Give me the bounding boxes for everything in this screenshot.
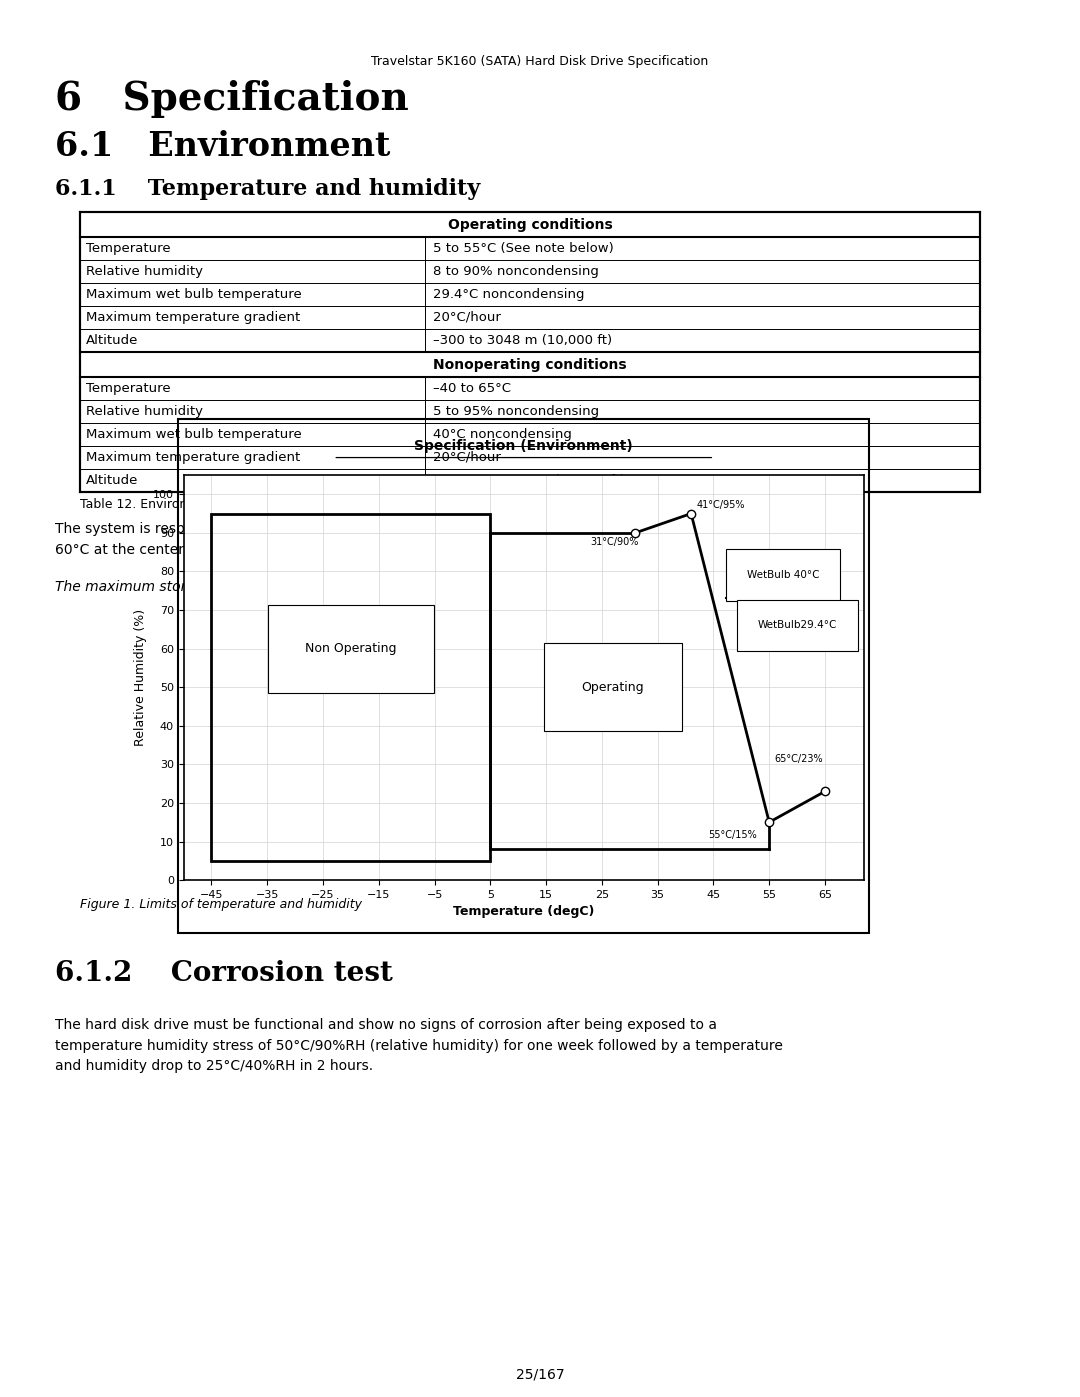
Text: Table 12. Environmental condition: Table 12. Environmental condition (80, 497, 293, 511)
Text: Altitude: Altitude (86, 334, 138, 346)
Text: 5 to 55°C (See note below): 5 to 55°C (See note below) (433, 242, 613, 256)
Text: 8 to 90% noncondensing: 8 to 90% noncondensing (433, 265, 599, 278)
Text: 41°C/95%: 41°C/95% (697, 500, 745, 510)
Text: Maximum temperature gradient: Maximum temperature gradient (86, 451, 300, 464)
Text: 6.1.2    Corrosion test: 6.1.2 Corrosion test (55, 960, 393, 988)
Bar (212, 514, 490, 861)
Text: Operating: Operating (582, 680, 645, 694)
Text: 6.1.1    Temperature and humidity: 6.1.1 Temperature and humidity (55, 177, 481, 200)
Text: 25/167: 25/167 (515, 1368, 565, 1382)
Text: Maximum temperature gradient: Maximum temperature gradient (86, 312, 300, 324)
X-axis label: Temperature (degC): Temperature (degC) (454, 905, 594, 918)
Text: Nonoperating conditions: Nonoperating conditions (433, 358, 626, 372)
Text: WetBulb29.4°C: WetBulb29.4°C (751, 620, 837, 647)
Text: Temperature: Temperature (86, 381, 171, 395)
Text: Relative humidity: Relative humidity (86, 405, 203, 418)
Text: –300 to 12,192 m (40,000 ft): –300 to 12,192 m (40,000 ft) (433, 474, 625, 488)
Text: The hard disk drive must be functional and show no signs of corrosion after bein: The hard disk drive must be functional a… (55, 1018, 783, 1073)
Text: Relative humidity: Relative humidity (86, 265, 203, 278)
Text: 5 to 95% noncondensing: 5 to 95% noncondensing (433, 405, 599, 418)
Text: Temperature: Temperature (86, 242, 171, 256)
Text: Non Operating: Non Operating (306, 643, 396, 655)
Y-axis label: Relative Humidity (%): Relative Humidity (%) (134, 609, 147, 746)
Text: The system is responsible for providing sufficient air movement to maintain surf: The system is responsible for providing … (55, 522, 783, 556)
Text: 65°C/23%: 65°C/23% (774, 754, 823, 764)
Text: Maximum wet bulb temperature: Maximum wet bulb temperature (86, 427, 301, 441)
Text: Travelstar 5K160 (SATA) Hard Disk Drive Specification: Travelstar 5K160 (SATA) Hard Disk Drive … (372, 54, 708, 68)
Bar (80, 212, 980, 492)
Text: Specification (Environment): Specification (Environment) (415, 439, 633, 453)
Text: 6   Specification: 6 Specification (55, 80, 408, 117)
Text: 6.1   Environment: 6.1 Environment (55, 130, 390, 163)
Text: 55°C/15%: 55°C/15% (707, 830, 757, 840)
Text: The maximum storage period in the shipping package is one year.: The maximum storage period in the shippi… (55, 580, 515, 594)
Text: –40 to 65°C: –40 to 65°C (433, 381, 511, 395)
Text: 31°C/90%: 31°C/90% (591, 536, 639, 546)
Text: Altitude: Altitude (86, 474, 138, 488)
Text: 20°C/hour: 20°C/hour (433, 451, 501, 464)
Text: 29.4°C noncondensing: 29.4°C noncondensing (433, 288, 584, 300)
Text: Operating conditions: Operating conditions (447, 218, 612, 232)
Text: 40°C noncondensing: 40°C noncondensing (433, 427, 572, 441)
Text: –300 to 3048 m (10,000 ft): –300 to 3048 m (10,000 ft) (433, 334, 612, 346)
Text: 20°C/hour: 20°C/hour (433, 312, 501, 324)
Text: Maximum wet bulb temperature: Maximum wet bulb temperature (86, 288, 301, 300)
Text: Figure 1. Limits of temperature and humidity: Figure 1. Limits of temperature and humi… (80, 898, 362, 911)
Text: WetBulb 40°C: WetBulb 40°C (726, 570, 820, 598)
